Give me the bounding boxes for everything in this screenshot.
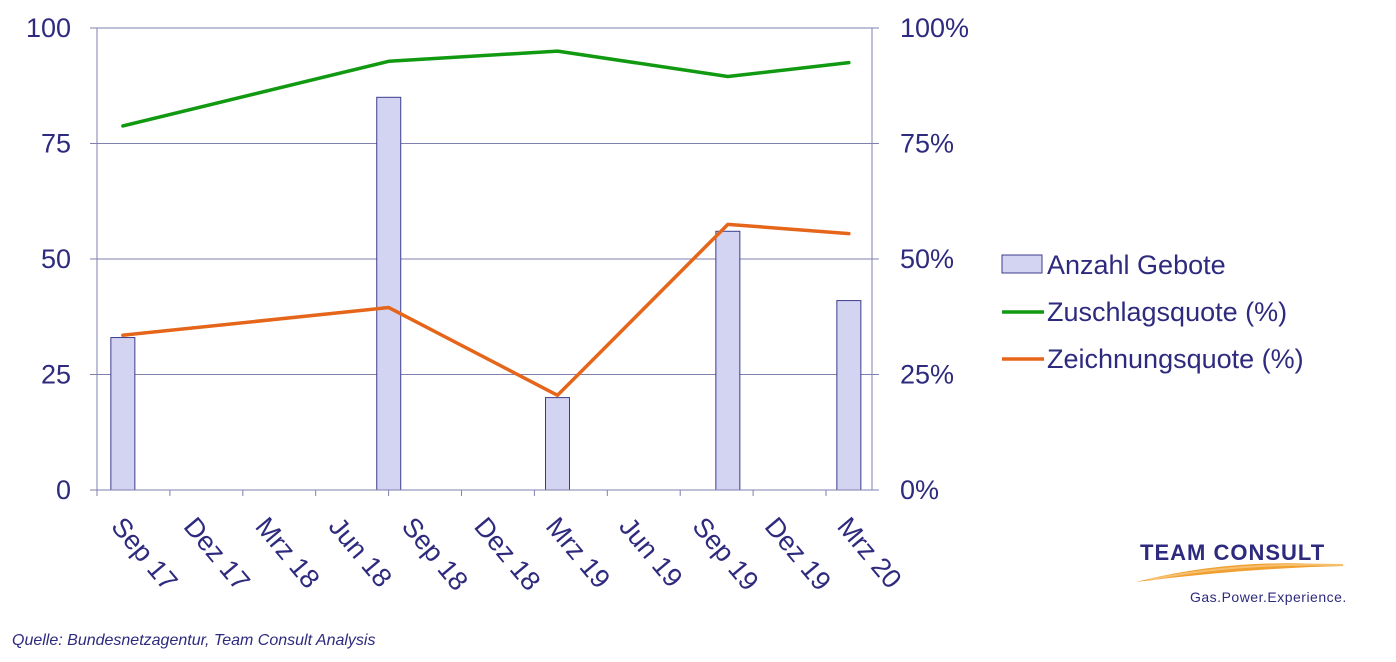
gridlines [97,27,872,375]
bar [715,230,741,491]
bars [110,96,862,491]
bar [836,300,862,491]
legend: Anzahl Gebote Zuschlagsquote (%) Zeichnung… [1001,250,1304,374]
x-tick-label: Mrz 19 [540,512,616,595]
bar [110,337,136,491]
x-tick-label: Mrz 20 [831,512,907,595]
lines [121,49,851,398]
legend-swatch-bar [1001,254,1043,274]
series-line [121,222,851,398]
svg-text:Gas.Power.Experience.: Gas.Power.Experience. [1190,589,1347,605]
x-tick-label: Sep 19 [687,512,765,597]
y-left-tick-label: 100 [26,13,71,43]
x-tick-label: Dez 17 [178,512,256,597]
x-tick-label: Jun 19 [613,512,688,593]
legend-label: Zuschlagsquote (%) [1047,297,1287,327]
y-left-tick-label: 0 [56,475,71,505]
svg-text:TEAM CONSULT: TEAM CONSULT [1140,540,1325,565]
y-left-tick-label: 50 [41,244,71,274]
y-left-tick-label: 75 [41,129,71,159]
legend-label: Zeichnungsquote (%) [1047,344,1304,374]
y-left-tick-label: 25 [41,360,71,390]
x-tick-label: Dez 19 [759,512,837,597]
bar [545,397,570,491]
y-right-tick-label: 75% [900,129,954,159]
source-note: Quelle: Bundesnetzagentur, Team Consult … [12,632,376,649]
y-right-tick-label: 25% [900,360,954,390]
y-right-tick-label: 0% [900,475,939,505]
bar [376,96,402,491]
series-line [121,49,851,128]
x-tick-label: Dez 18 [468,512,546,597]
x-tick-label: Mrz 18 [249,512,325,595]
legend-label: Anzahl Gebote [1047,250,1226,280]
x-tick-label: Jun 18 [323,512,398,593]
y-right-tick-label: 100% [900,13,969,43]
team-consult-logo: TEAM CONSULT Gas.Power.Experience. [1136,540,1347,605]
x-tick-label: Sep 17 [105,512,183,597]
y-right-tick-label: 50% [900,244,954,274]
x-tick-label: Sep 18 [396,512,474,597]
